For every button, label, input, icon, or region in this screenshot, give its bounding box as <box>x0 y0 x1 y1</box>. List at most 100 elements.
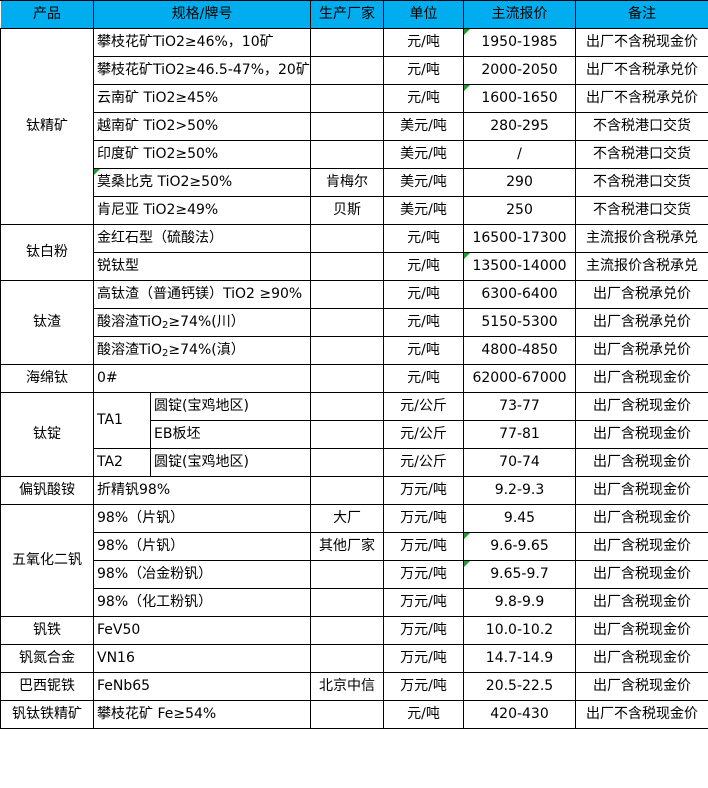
product-name-cell: 钛锭 <box>1 393 94 477</box>
remark-cell: 不含税港口交货 <box>576 113 708 141</box>
spec-cell: FeNb65 <box>94 673 311 701</box>
manufacturer-cell: 贝斯 <box>311 197 384 225</box>
manufacturer-cell <box>311 57 384 85</box>
spec-cell: 金红石型（硫酸法） <box>94 225 311 253</box>
manufacturer-cell <box>311 281 384 309</box>
manufacturer-cell <box>311 85 384 113</box>
price-cell: 14.7-14.9 <box>464 645 576 673</box>
unit-cell: 元/吨 <box>384 57 464 85</box>
spec-cell: 莫桑比克 TiO2≥50% <box>94 169 311 197</box>
manufacturer-cell <box>311 617 384 645</box>
remark-cell: 出厂含税现金价 <box>576 673 708 701</box>
manufacturer-cell <box>311 477 384 505</box>
manufacturer-cell <box>311 113 384 141</box>
price-cell: 73-77 <box>464 393 576 421</box>
remark-cell: 出厂含税现金价 <box>576 561 708 589</box>
product-name-cell: 偏钒酸铵 <box>1 477 94 505</box>
manufacturer-cell <box>311 337 384 365</box>
remark-cell: 出厂含税现金价 <box>576 449 708 477</box>
column-header-6: 备注 <box>576 1 708 29</box>
unit-cell: 元/吨 <box>384 701 464 729</box>
manufacturer-cell: 其他厂家 <box>311 533 384 561</box>
manufacturer-cell <box>311 645 384 673</box>
product-name-cell: 钛白粉 <box>1 225 94 281</box>
price-cell: 9.2-9.3 <box>464 477 576 505</box>
manufacturer-cell <box>311 253 384 281</box>
price-cell: 10.0-10.2 <box>464 617 576 645</box>
manufacturer-cell <box>311 421 384 449</box>
manufacturer-cell: 肯梅尔 <box>311 169 384 197</box>
price-cell: 5150-5300 <box>464 309 576 337</box>
product-name-cell: 钒钛铁精矿 <box>1 701 94 729</box>
price-cell: 9.8-9.9 <box>464 589 576 617</box>
manufacturer-cell: 大厂 <box>311 505 384 533</box>
manufacturer-cell <box>311 365 384 393</box>
price-cell: 6300-6400 <box>464 281 576 309</box>
price-cell: 77-81 <box>464 421 576 449</box>
unit-cell: 美元/吨 <box>384 113 464 141</box>
spec-cell: VN16 <box>94 645 311 673</box>
remark-cell: 不含税港口交货 <box>576 197 708 225</box>
unit-cell: 万元/吨 <box>384 589 464 617</box>
unit-cell: 元/吨 <box>384 85 464 113</box>
remark-cell: 出厂含税现金价 <box>576 617 708 645</box>
price-cell: 290 <box>464 169 576 197</box>
unit-cell: 美元/吨 <box>384 197 464 225</box>
price-cell: 16500-17300 <box>464 225 576 253</box>
remark-cell: 出厂含税现金价 <box>576 645 708 673</box>
spec-cell: 高钛渣（普通钙镁）TiO2 ≥90% <box>94 281 311 309</box>
spec-cell: 肯尼亚 TiO2≥49% <box>94 197 311 225</box>
unit-cell: 元/吨 <box>384 365 464 393</box>
remark-cell: 出厂不含税现金价 <box>576 29 708 57</box>
unit-cell: 美元/吨 <box>384 169 464 197</box>
price-cell: 13500-14000 <box>464 253 576 281</box>
spec-cell: 0# <box>94 365 311 393</box>
spec-cell: 攀枝花矿TiO2≥46.5-47%，20矿 <box>94 57 311 85</box>
spec-cell: 98%（片钒） <box>94 533 311 561</box>
manufacturer-cell <box>311 561 384 589</box>
unit-cell: 元/吨 <box>384 253 464 281</box>
spec-cell: 折精钒98% <box>94 477 311 505</box>
price-cell: 9.45 <box>464 505 576 533</box>
remark-cell: 出厂含税现金价 <box>576 505 708 533</box>
remark-cell: 出厂含税现金价 <box>576 477 708 505</box>
spec-cell: 98%（冶金粉钒） <box>94 561 311 589</box>
product-name-cell: 巴西铌铁 <box>1 673 94 701</box>
price-cell: 420-430 <box>464 701 576 729</box>
remark-cell: 出厂含税承兑价 <box>576 337 708 365</box>
spec-cell: 云南矿 TiO2≥45% <box>94 85 311 113</box>
product-name-cell: 钒氮合金 <box>1 645 94 673</box>
price-cell: 62000-67000 <box>464 365 576 393</box>
column-header-5: 主流报价 <box>464 1 576 29</box>
remark-cell: 出厂不含税现金价 <box>576 701 708 729</box>
remark-cell: 出厂含税现金价 <box>576 533 708 561</box>
remark-cell: 出厂含税现金价 <box>576 589 708 617</box>
unit-cell: 元/公斤 <box>384 421 464 449</box>
unit-cell: 万元/吨 <box>384 533 464 561</box>
spec-cell: 印度矿 TiO2≥50% <box>94 141 311 169</box>
remark-cell: 出厂含税承兑价 <box>576 309 708 337</box>
manufacturer-cell <box>311 449 384 477</box>
remark-cell: 出厂含税现金价 <box>576 421 708 449</box>
spec-cell: 攀枝花矿 Fe≥54% <box>94 701 311 729</box>
unit-cell: 元/吨 <box>384 225 464 253</box>
grade-cell: TA1 <box>94 393 151 449</box>
manufacturer-cell <box>311 29 384 57</box>
spec-cell: 越南矿 TiO2>50% <box>94 113 311 141</box>
remark-cell: 不含税港口交货 <box>576 169 708 197</box>
remark-cell: 出厂不含税承兑价 <box>576 57 708 85</box>
price-cell: 9.65-9.7 <box>464 561 576 589</box>
unit-cell: 元/吨 <box>384 337 464 365</box>
remark-cell: 主流报价含税承兑 <box>576 253 708 281</box>
unit-cell: 万元/吨 <box>384 477 464 505</box>
table-header-row: 产品规格/牌号生产厂家单位主流报价备注 <box>1 1 708 29</box>
